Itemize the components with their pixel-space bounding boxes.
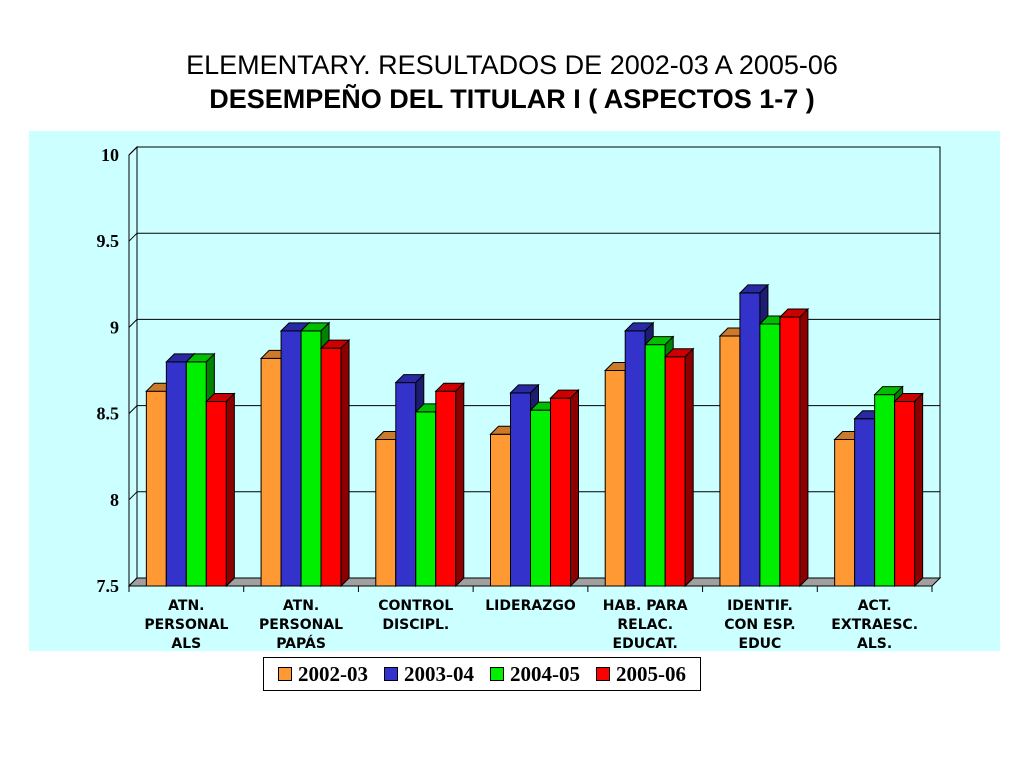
bar-2003-04-1: [280, 330, 302, 587]
x-category-label: ALS.: [857, 636, 892, 651]
x-category-label: IDENTIF.: [727, 598, 793, 614]
title-block: ELEMENTARY. RESULTADOS DE 2002-03 A 2005…: [0, 48, 1024, 116]
x-category-label: PERSONAL: [144, 617, 228, 633]
legend-label: 2003-04: [404, 661, 474, 686]
x-category-label: ATN.: [283, 598, 319, 614]
legend-swatch: [278, 667, 292, 681]
bar-2005-06-3: [550, 397, 571, 587]
x-category-label: ATN.: [168, 598, 204, 614]
bar-2004-05-6: [874, 394, 896, 587]
y-tick-label: 10: [101, 145, 119, 165]
y-tick-label: 9: [110, 317, 119, 337]
bar-2005-06-6: [894, 401, 916, 587]
x-category-label: LIDERAZGO: [485, 598, 576, 614]
gridline-side: [128, 319, 138, 328]
x-category-label: PAPÁS: [276, 635, 326, 651]
bar-side-2005-06-4: [684, 347, 694, 588]
x-category-label: ACT.: [858, 598, 892, 614]
bar-2004-05-0: [185, 361, 207, 587]
legend-item: 2003-04: [384, 662, 474, 687]
bar-side-2005-06-0: [225, 392, 235, 588]
legend-item: 2004-05: [490, 662, 580, 687]
bar-2003-04-4: [624, 330, 646, 587]
bar-2005-06-0: [205, 401, 227, 587]
chart-subtitle: DESEMPEÑO DEL TITULAR I ( ASPECTOS 1-7 ): [209, 84, 815, 114]
legend-item: 2005-06: [596, 662, 686, 687]
gridline-side: [128, 405, 138, 414]
bar-2004-05-4: [644, 344, 666, 587]
bar-side-2005-06-3: [570, 388, 579, 588]
bar-2004-05-3: [530, 409, 551, 587]
gridline-side: [128, 146, 138, 156]
x-category-label: CONTROL: [378, 598, 453, 614]
bar-2002-03-0: [145, 390, 167, 587]
x-category-label: CON ESP.: [724, 617, 795, 633]
x-category-label: RELAC.: [617, 617, 673, 633]
bar-side-2005-06-5: [799, 307, 809, 588]
bar-2002-03-1: [260, 357, 282, 587]
bar-2004-05-5: [759, 323, 781, 587]
bar-2003-04-3: [510, 392, 531, 587]
legend-label: 2005-06: [616, 661, 686, 686]
x-category-label: EDUC: [739, 636, 782, 651]
bar-2002-03-3: [490, 433, 511, 587]
y-tick-label: 8.5: [97, 404, 120, 424]
bar-2002-03-2: [375, 438, 397, 587]
bar-side-2005-06-1: [340, 338, 350, 588]
bar-2003-04-2: [395, 382, 417, 587]
bar-2005-06-1: [320, 347, 342, 587]
bar-2005-06-4: [664, 356, 686, 587]
bar-2004-05-2: [415, 411, 437, 587]
legend-swatch: [596, 667, 610, 681]
legend-swatch: [490, 667, 504, 681]
x-category-label: EXTRAESC.: [831, 617, 918, 633]
gridline-side: [128, 491, 138, 501]
bar-2002-03-4: [604, 370, 626, 587]
legend: 2002-03 2003-04 2004-05 2005-06: [263, 657, 701, 691]
bar-side-2005-06-2: [455, 381, 465, 588]
bar-2003-04-6: [854, 418, 876, 587]
chart-area: 7.5 8 8.5 9 9.5 10 ATN. PERSONAL ALS ATN. PERSONAL…: [29, 131, 1000, 651]
x-category-label: EDUCAT.: [613, 636, 678, 651]
bar-side-2005-06-6: [914, 392, 924, 588]
bar-2002-03-5: [719, 335, 741, 587]
bar-2002-03-6: [834, 438, 856, 587]
x-category-label: DISCIPL.: [382, 617, 449, 633]
chart-title: ELEMENTARY. RESULTADOS DE 2002-03 A 2005…: [186, 50, 838, 80]
bar-2004-05-1: [300, 330, 322, 587]
bar-2005-06-2: [435, 390, 457, 587]
y-tick-label: 7.5: [97, 576, 120, 596]
y-tick-label: 9.5: [97, 231, 120, 251]
x-category-label: HAB. PARA: [603, 598, 688, 614]
legend-item: 2002-03: [278, 662, 368, 687]
y-tick-label: 8: [110, 490, 119, 510]
legend-label: 2002-03: [298, 661, 368, 686]
bar-2005-06-5: [779, 316, 801, 587]
legend-label: 2004-05: [510, 661, 580, 686]
x-category-label: ALS: [171, 636, 201, 651]
bar-2003-04-5: [739, 292, 761, 587]
x-category-label: PERSONAL: [259, 617, 343, 633]
legend-swatch: [384, 667, 398, 681]
plot-side-wall: [128, 145, 138, 588]
bar-chart: 7.5 8 8.5 9 9.5 10 ATN. PERSONAL ALS ATN. PERSONAL…: [97, 145, 942, 651]
bar-2003-04-0: [165, 361, 187, 587]
gridline-side: [128, 232, 138, 242]
